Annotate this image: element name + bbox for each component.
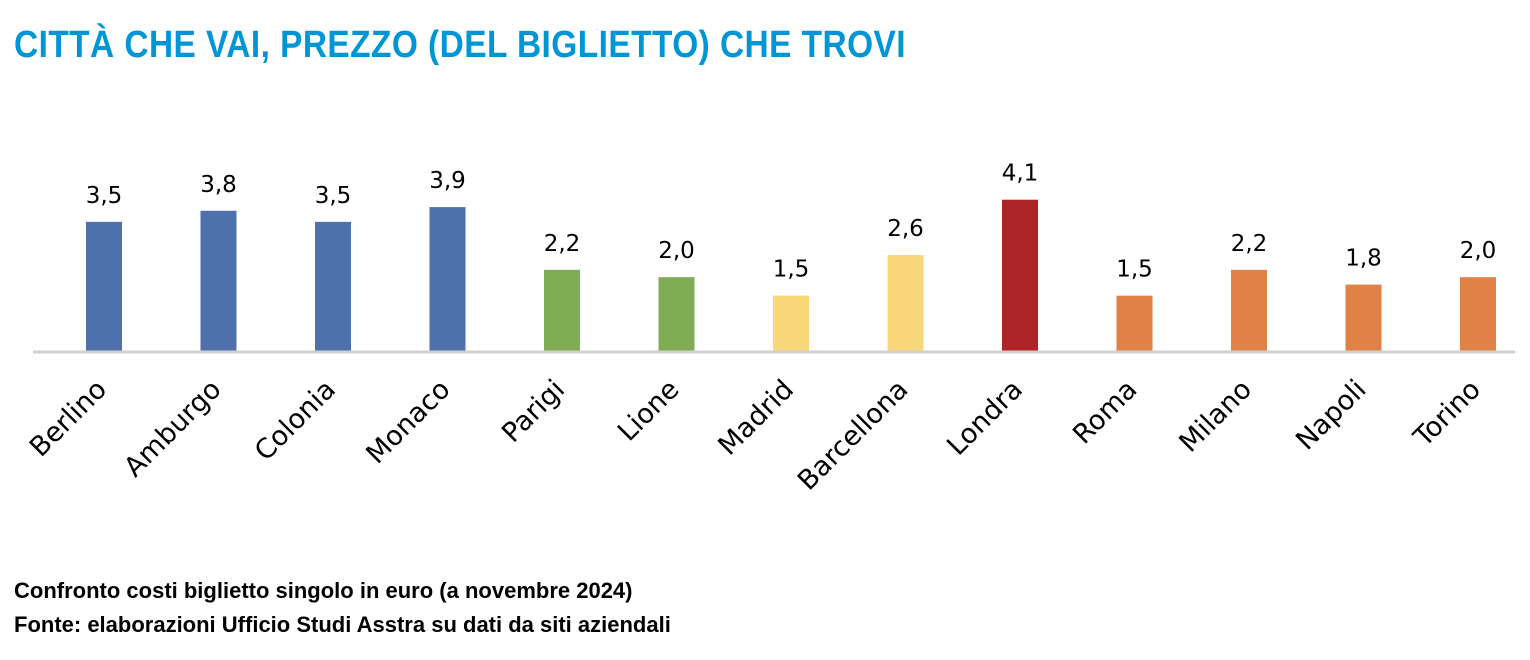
bar-monaco <box>429 207 466 351</box>
data-label: 4,1 <box>1002 161 1039 187</box>
x-tick-label: Torino <box>1407 374 1487 454</box>
chart-title: CITTÀ CHE VAI, PREZZO (DEL BIGLIETTO) CH… <box>14 24 907 66</box>
chart-caption: Confronto costi biglietto singolo in eur… <box>14 578 633 603</box>
bar-berlino <box>86 221 122 351</box>
bar-barcellona <box>887 255 924 351</box>
x-tick-label: Amburgo <box>118 374 227 483</box>
data-label: 3,9 <box>429 168 466 194</box>
x-tick-label: Madrid <box>712 374 799 461</box>
data-label: 1,5 <box>1116 257 1153 283</box>
data-label: 2,0 <box>658 238 695 264</box>
data-label: 3,5 <box>86 183 123 209</box>
bar-roma <box>1116 295 1153 351</box>
x-tick-label: Roma <box>1067 374 1143 450</box>
x-tick-label: Monaco <box>360 374 456 470</box>
bar-torino <box>1460 277 1496 351</box>
data-label: 2,2 <box>544 231 581 257</box>
bar-londra <box>1002 199 1038 351</box>
bar-parigi <box>544 269 580 351</box>
data-label: 1,8 <box>1345 246 1382 272</box>
x-tick-label: Napoli <box>1290 374 1372 456</box>
data-label: 3,5 <box>315 183 352 209</box>
data-label: 2,6 <box>887 216 924 242</box>
x-tick-label: Milano <box>1173 374 1257 458</box>
data-label: 2,2 <box>1231 231 1268 257</box>
data-label: 1,5 <box>773 257 810 283</box>
x-tick-label: Berlino <box>24 374 113 463</box>
bar-milano <box>1231 269 1267 351</box>
bar-lione <box>658 277 695 351</box>
x-tick-label: Londra <box>941 374 1029 462</box>
x-tick-label: Parigi <box>496 374 571 449</box>
bar-napoli <box>1345 284 1382 351</box>
chart-source: Fonte: elaborazioni Ufficio Studi Asstra… <box>14 612 671 637</box>
x-tick-label: Barcellona <box>792 374 914 496</box>
x-tick-label: Colonia <box>249 374 342 467</box>
bar-colonia <box>315 221 351 351</box>
x-tick-label: Lione <box>612 374 685 447</box>
data-label: 2,0 <box>1460 238 1497 264</box>
bar-madrid <box>773 295 809 351</box>
bar-amburgo <box>200 210 237 351</box>
data-label: 3,8 <box>200 172 237 198</box>
